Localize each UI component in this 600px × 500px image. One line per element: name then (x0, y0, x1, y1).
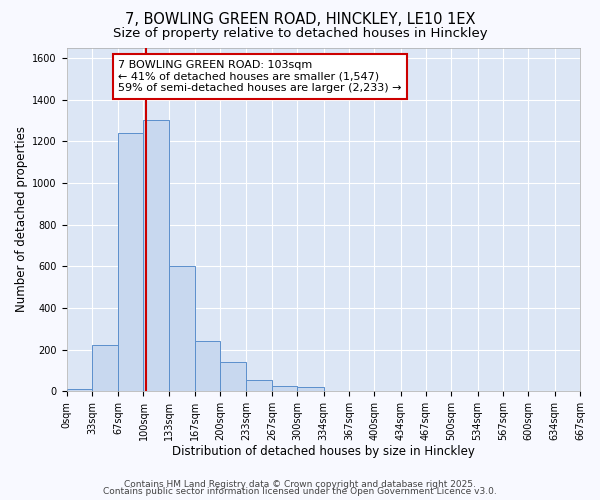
Bar (272, 386, 298, 391)
Text: Size of property relative to detached houses in Hinckley: Size of property relative to detached ho… (113, 28, 487, 40)
Bar (298, 387, 323, 391)
Y-axis label: Number of detached properties: Number of detached properties (15, 126, 28, 312)
Bar (246, 380, 272, 391)
Text: Contains public sector information licensed under the Open Government Licence v3: Contains public sector information licen… (103, 487, 497, 496)
Text: 7, BOWLING GREEN ROAD, HINCKLEY, LE10 1EX: 7, BOWLING GREEN ROAD, HINCKLEY, LE10 1E… (125, 12, 475, 28)
Text: 7 BOWLING GREEN ROAD: 103sqm
← 41% of detached houses are smaller (1,547)
59% of: 7 BOWLING GREEN ROAD: 103sqm ← 41% of de… (118, 60, 401, 93)
Text: Contains HM Land Registry data © Crown copyright and database right 2025.: Contains HM Land Registry data © Crown c… (124, 480, 476, 489)
Bar (143, 120, 169, 391)
Bar (92, 346, 118, 391)
Bar (220, 362, 246, 391)
Bar (169, 266, 195, 391)
Bar (118, 133, 143, 391)
Bar (67, 389, 92, 391)
Bar (195, 341, 220, 391)
X-axis label: Distribution of detached houses by size in Hinckley: Distribution of detached houses by size … (172, 444, 475, 458)
